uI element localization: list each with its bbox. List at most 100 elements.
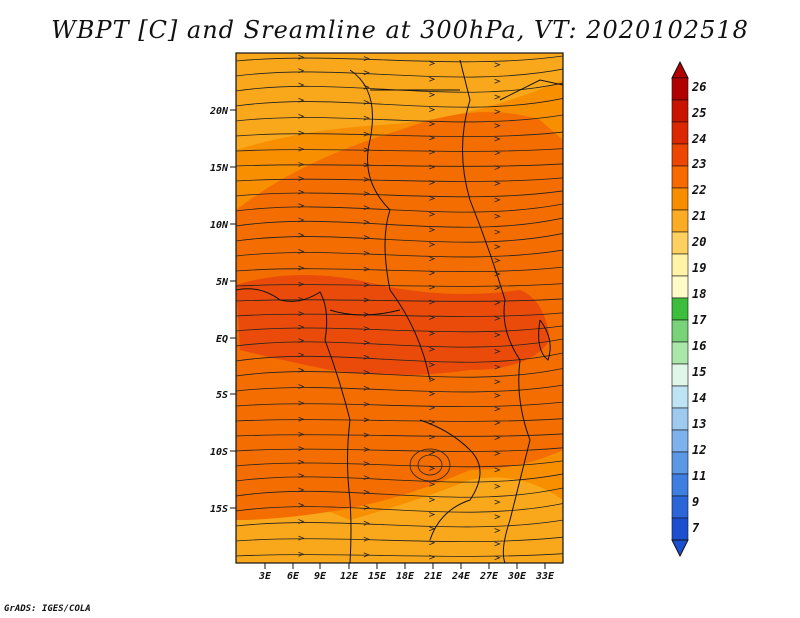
lon-label-24e: 24E	[451, 571, 471, 582]
colorbar-label-14: 14	[692, 391, 706, 405]
streamline-arrow	[494, 379, 501, 385]
streamline-arrow	[298, 432, 305, 437]
streamline-arrow	[494, 555, 501, 561]
map-title: WBPT [C] and Sreamline at 300hPa, VT: 20…	[51, 16, 749, 44]
streamline-arrow	[363, 340, 370, 346]
streamline-arrow	[429, 405, 436, 411]
colorbar-swatch	[671, 77, 689, 101]
streamline	[236, 98, 563, 108]
colorbar-label-21: 21	[691, 209, 706, 223]
lat-label-10s: 10S	[210, 447, 228, 458]
streamline	[236, 217, 563, 228]
streamline	[236, 433, 563, 437]
streamline-arrow	[429, 284, 436, 290]
lon-label-6e: 6E	[287, 571, 300, 582]
streamline-arrow	[298, 162, 305, 167]
streamline	[236, 325, 563, 333]
streamline-arrow	[429, 419, 436, 425]
streamline-arrow	[363, 147, 370, 153]
streamline-arrow	[298, 68, 305, 74]
streamline	[236, 401, 563, 408]
streamline-arrow	[363, 219, 370, 225]
streamline-arrow	[298, 352, 305, 358]
streamline-arrow	[363, 432, 370, 438]
streamline-arrow	[429, 76, 436, 82]
lon-label-18e: 18E	[396, 571, 415, 582]
streamline	[236, 553, 563, 557]
streamline	[236, 503, 563, 513]
streamline-arrow	[298, 232, 305, 238]
colorbar-label-16: 16	[692, 339, 706, 353]
streamline	[236, 473, 563, 483]
streamline-arrow	[494, 332, 501, 338]
streamline	[236, 312, 563, 317]
streamline-arrow	[298, 281, 305, 287]
map-frame	[235, 52, 564, 564]
streamline-arrow	[429, 196, 436, 201]
colorbar-swatch	[671, 297, 689, 321]
lon-label-9e: 9E	[314, 571, 327, 582]
streamlines	[236, 54, 563, 561]
streamline-arrow	[494, 406, 501, 412]
colorbar-swatch	[671, 473, 689, 497]
streamline-arrow	[363, 235, 370, 240]
streamline-arrow	[429, 211, 436, 217]
lon-label-33e: 33E	[535, 571, 555, 582]
streamline-arrow	[298, 265, 305, 271]
streamline-arrow	[429, 180, 436, 185]
streamline-arrow	[429, 242, 436, 247]
streamline-arrow	[298, 502, 305, 508]
colorbar-swatch	[671, 275, 689, 299]
streamline-arrow	[494, 94, 501, 100]
streamline	[236, 163, 563, 167]
streamline-arrow	[429, 377, 436, 382]
streamline-arrow	[363, 520, 370, 526]
streamline	[236, 131, 563, 138]
streamline-arrow	[429, 164, 436, 170]
streamline-arrow	[298, 82, 305, 88]
colorbar-swatch	[671, 99, 689, 123]
streamline-arrow	[298, 473, 305, 479]
streamline-arrow	[298, 551, 305, 557]
streamline-arrow	[429, 149, 436, 155]
streamline-arrow	[429, 60, 436, 66]
streamline-arrow	[363, 417, 370, 423]
streamline	[236, 519, 563, 528]
streamline-arrow	[298, 519, 305, 524]
latitude-axis: 20N 15N 10N 5N EQ 5S 10S 15S	[209, 106, 236, 515]
colorbar-label-20: 20	[691, 235, 706, 249]
streamline-arrow	[298, 146, 305, 152]
streamline-arrow	[429, 270, 436, 276]
colorbar-label-25: 25	[691, 106, 706, 120]
colorbar-label-15: 15	[692, 365, 706, 379]
lat-label-5s: 5S	[216, 390, 228, 401]
streamline-arrow	[429, 135, 436, 141]
streamline	[236, 55, 563, 63]
streamline-arrow	[363, 461, 370, 466]
colorbar-top-arrow	[671, 60, 689, 79]
streamline-arrow	[494, 364, 501, 370]
streamline	[236, 283, 563, 287]
streamline	[236, 266, 563, 273]
lat-label-5n: 5N	[216, 277, 229, 288]
streamline	[236, 460, 563, 468]
lon-label-15e: 15E	[368, 571, 387, 582]
streamline	[236, 298, 563, 302]
colorbar-bottom-arrow	[671, 539, 689, 558]
streamline-arrow	[298, 203, 305, 209]
streamline	[236, 249, 563, 258]
streamline-arrow	[363, 297, 370, 303]
streamline-arrow	[363, 447, 370, 452]
streamline-vortex	[409, 448, 451, 482]
colorbar-swatch	[671, 517, 689, 541]
streamline-arrow	[494, 136, 501, 142]
lon-label-12e: 12E	[340, 571, 359, 582]
lon-label-27e: 27E	[479, 571, 499, 582]
colorbar-swatch	[671, 187, 689, 211]
streamline-arrow	[494, 499, 501, 505]
streamline-arrow	[429, 346, 436, 352]
colorbar-swatch	[671, 231, 689, 255]
lon-label-3e: 3E	[258, 571, 272, 582]
longitude-axis: 3E 6E 9E 12E 15E 18E 21E 24E 27E 30E 33E	[258, 563, 555, 582]
streamline-arrow	[429, 434, 436, 440]
